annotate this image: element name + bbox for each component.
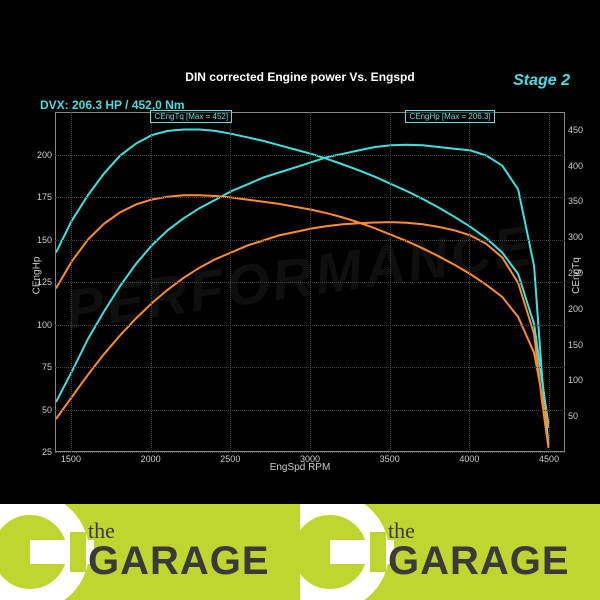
g-wrench-icon: [0, 504, 94, 600]
yr-tick: 350: [568, 196, 590, 206]
yr-tick: 300: [568, 232, 590, 242]
yl-tick: 125: [34, 277, 52, 287]
x-tick: 4000: [459, 454, 479, 464]
yr-tick: 150: [568, 340, 590, 350]
footer-logo-bar: the GARAGE the GARAGE: [0, 504, 600, 600]
x-tick: 3000: [300, 454, 320, 464]
yr-tick: 50: [568, 411, 590, 421]
logo-right: the GARAGE: [300, 504, 600, 600]
g-wrench-icon: [300, 504, 394, 600]
stage-label: Stage 2: [513, 72, 570, 90]
yl-tick: 75: [34, 362, 52, 372]
yl-tick: 200: [34, 150, 52, 160]
x-tick: 3500: [380, 454, 400, 464]
logo-garage: GARAGE: [388, 544, 570, 578]
yl-tick: 175: [34, 192, 52, 202]
series-hp_stage2: [56, 145, 549, 445]
grid-h: [55, 325, 565, 326]
yl-tick: 100: [34, 320, 52, 330]
logo-left: the GARAGE: [0, 504, 300, 600]
grid-h: [55, 410, 565, 411]
callout: CEngHp [Max = 206.3]: [405, 110, 494, 123]
yr-tick: 100: [568, 375, 590, 385]
grid-h: [55, 197, 565, 198]
dyno-chart: PERFORMANCE DIN corrected Engine power V…: [0, 0, 600, 504]
grid-h: [55, 282, 565, 283]
x-tick: 1500: [61, 454, 81, 464]
yl-tick: 50: [34, 405, 52, 415]
grid-h: [55, 452, 565, 453]
yr-tick: 200: [568, 304, 590, 314]
logo-garage: GARAGE: [88, 544, 270, 578]
x-tick: 2000: [141, 454, 161, 464]
yl-tick: 150: [34, 235, 52, 245]
logo-text: the GARAGE: [88, 518, 270, 578]
x-tick: 4500: [539, 454, 559, 464]
grid-h: [55, 155, 565, 156]
chart-svg: [56, 113, 566, 453]
chart-title: DIN corrected Engine power Vs. Engspd: [185, 70, 414, 84]
grid-h: [55, 367, 565, 368]
yr-tick: 250: [568, 268, 590, 278]
yr-tick: 400: [568, 161, 590, 171]
yr-tick: 450: [568, 125, 590, 135]
yl-tick: 25: [34, 447, 52, 457]
callout: CEngTq [Max = 452]: [150, 110, 232, 123]
series-hp_baseline: [56, 222, 549, 448]
logo-text: the GARAGE: [388, 518, 570, 578]
y-left-axis-label: CEngHp: [31, 257, 42, 295]
x-tick: 2500: [220, 454, 240, 464]
grid-h: [55, 240, 565, 241]
